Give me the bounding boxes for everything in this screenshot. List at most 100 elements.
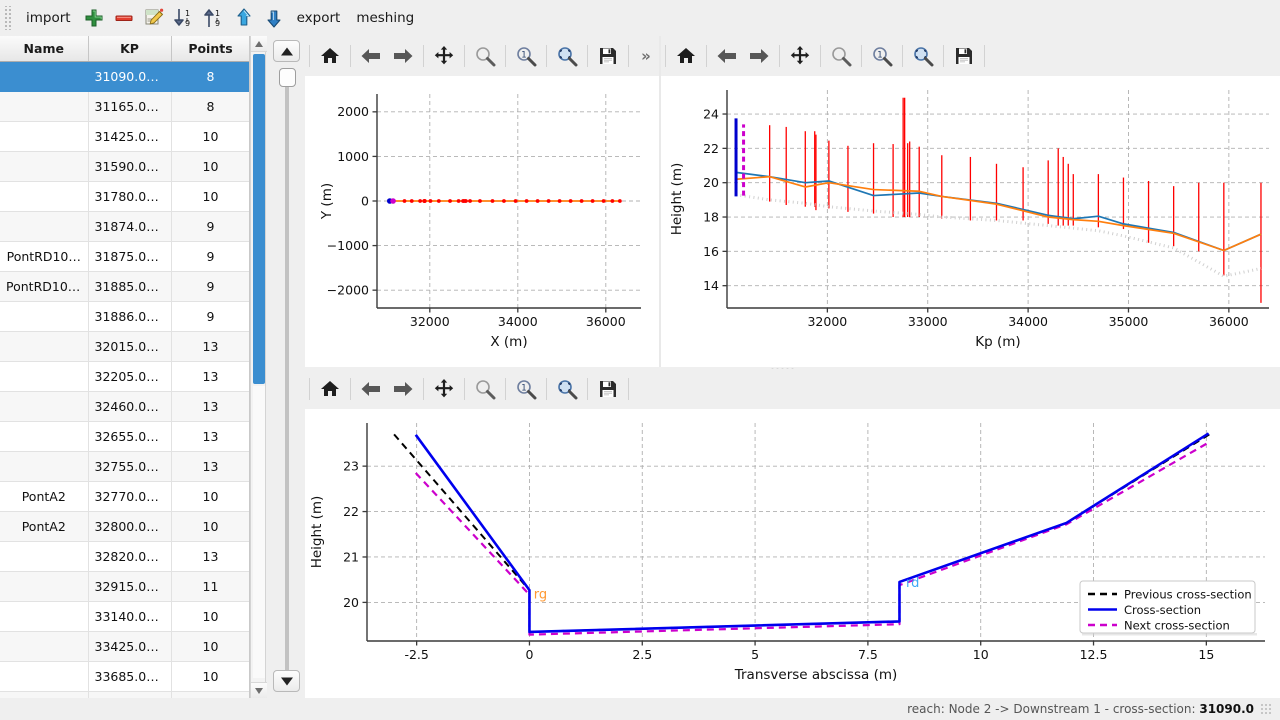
cell-points[interactable]: 9 [171,211,249,242]
cell-points[interactable]: 10 [171,631,249,662]
profile-save-button[interactable] [948,40,980,72]
cell-name[interactable]: PontA2 [0,481,89,512]
cell-kp[interactable]: 31090.0000 [88,61,172,92]
cell-points[interactable]: 10 [171,481,249,512]
menu-export[interactable]: export [296,10,341,26]
navigate-next-button[interactable] [273,670,300,692]
cross-section-chart[interactable]: -2.5 0 2.5 5 7.5 10 12.5 15 20 21 22 23 Transverse a… [305,409,1280,698]
table-row[interactable]: 32460.0000 13 [0,391,249,422]
xs-pan-button[interactable] [428,373,460,405]
table-row[interactable]: 32655.0000 13 [0,421,249,452]
resize-grip[interactable] [1260,703,1272,715]
cross-section-table-viewport[interactable]: Name KP Points 31090.0000 8 31165.0000 8 314… [0,36,250,698]
table-row[interactable]: 31165.0000 8 [0,91,249,122]
xs-back-button[interactable] [355,373,387,405]
plan-save-button[interactable] [592,40,624,72]
menu-meshing[interactable]: meshing [356,10,415,26]
cell-points[interactable]: 13 [171,361,249,392]
cell-points[interactable]: 13 [171,331,249,362]
cell-kp[interactable]: 32755.0000 [88,451,172,482]
scroll-down-arrow[interactable] [251,682,267,698]
table-row[interactable]: 32820.0000 13 [0,541,249,572]
edit-button[interactable] [139,3,169,33]
toolbar-drag-grip[interactable] [3,6,12,30]
navigator-slider-handle[interactable] [279,68,296,87]
xs-zoom-one-button[interactable]: 1 [510,373,542,405]
table-row[interactable]: 31090.0000 8 [0,61,249,92]
profile-zoom-one-button[interactable]: 1 [866,40,898,72]
cell-kp[interactable]: 31165.0000 [88,91,172,122]
plan-zoom-fit-button[interactable] [551,40,583,72]
table-row[interactable]: 32755.0000 13 [0,451,249,482]
table-row[interactable]: 31780.0000 10 [0,181,249,212]
table-row[interactable]: PontRD10… 31875.0000 9 [0,241,249,272]
navigate-previous-button[interactable] [273,40,300,62]
long-profile-chart[interactable]: 32000 33000 34000 35000 36000 14 16 18 20 22 24 Kp … [661,76,1280,367]
profile-back-button[interactable] [711,40,743,72]
menu-import[interactable]: import [26,10,71,26]
plan-view-chart[interactable]: 32000 34000 36000 −2000 −1000 0 1000 2000 X (m) Y… [305,76,659,367]
cell-kp[interactable]: 31874.0000 [88,211,172,242]
table-row[interactable]: PontA2 32770.0000 10 [0,481,249,512]
column-header-kp[interactable]: KP [88,36,172,62]
cell-name[interactable] [0,61,89,92]
cell-kp[interactable]: 31886.0000 [88,301,172,332]
cell-name[interactable] [0,541,89,572]
cell-points[interactable]: 10 [171,181,249,212]
profile-zoom-button[interactable] [825,40,857,72]
cell-points[interactable]: 13 [171,391,249,422]
cell-kp[interactable]: 32820.0000 [88,541,172,572]
plan-forward-button[interactable] [387,40,419,72]
table-row[interactable]: 32205.0000 13 [0,361,249,392]
plan-zoom-one-button[interactable]: 1 [510,40,542,72]
cell-points[interactable]: 9 [171,241,249,272]
cell-name[interactable] [0,421,89,452]
cell-points[interactable]: 10 [171,661,249,692]
table-row[interactable]: 33425.0000 10 [0,631,249,662]
cell-name[interactable]: PontRD10… [0,241,89,272]
plan-home-button[interactable] [314,40,346,72]
xs-forward-button[interactable] [387,373,419,405]
cell-kp[interactable]: 32770.0000 [88,481,172,512]
cell-name[interactable] [0,151,89,182]
cell-points[interactable]: 13 [171,541,249,572]
scroll-up-arrow[interactable] [251,36,267,52]
profile-zoom-fit-button[interactable] [907,40,939,72]
profile-home-button[interactable] [670,40,702,72]
cell-kp[interactable]: 31425.0000 [88,121,172,152]
cell-points[interactable]: 13 [171,451,249,482]
table-row[interactable]: 31425.0000 10 [0,121,249,152]
cell-name[interactable] [0,121,89,152]
cell-kp[interactable]: 31875.0000 [88,241,172,272]
cell-kp[interactable] [88,691,172,698]
cell-kp[interactable]: 32800.0000 [88,511,172,542]
table-row[interactable]: 32015.0000 13 [0,331,249,362]
column-header-name[interactable]: Name [0,36,89,62]
table-row[interactable]: PontRD101v 31885.0000 9 [0,271,249,302]
remove-row-button[interactable] [109,3,139,33]
profile-forward-button[interactable] [743,40,775,72]
cell-points[interactable]: 9 [171,271,249,302]
cell-points[interactable]: 13 [171,421,249,452]
cell-kp[interactable]: 32915.0000 [88,571,172,602]
vertical-splitter[interactable] [659,36,661,367]
cell-name[interactable] [0,631,89,662]
table-vertical-scrollbar[interactable] [250,36,267,698]
table-row[interactable]: PontA2 32800.0000 10 [0,511,249,542]
cell-points[interactable]: 8 [171,61,249,92]
cell-name[interactable] [0,361,89,392]
cell-points[interactable]: 10 [171,121,249,152]
cell-kp[interactable]: 33685.0000 [88,661,172,692]
plan-toolbar-overflow-button[interactable]: » [641,47,651,65]
cell-points[interactable]: 8 [171,91,249,122]
add-row-button[interactable] [79,3,109,33]
navigator-slider-track[interactable] [285,74,289,672]
cell-name[interactable] [0,331,89,362]
cell-kp[interactable]: 32655.0000 [88,421,172,452]
xs-zoom-button[interactable] [469,373,501,405]
table-row[interactable]: 33685.0000 10 [0,661,249,692]
cell-name[interactable] [0,91,89,122]
plan-back-button[interactable] [355,40,387,72]
cell-points[interactable]: 10 [171,151,249,182]
move-up-button[interactable] [229,3,259,33]
